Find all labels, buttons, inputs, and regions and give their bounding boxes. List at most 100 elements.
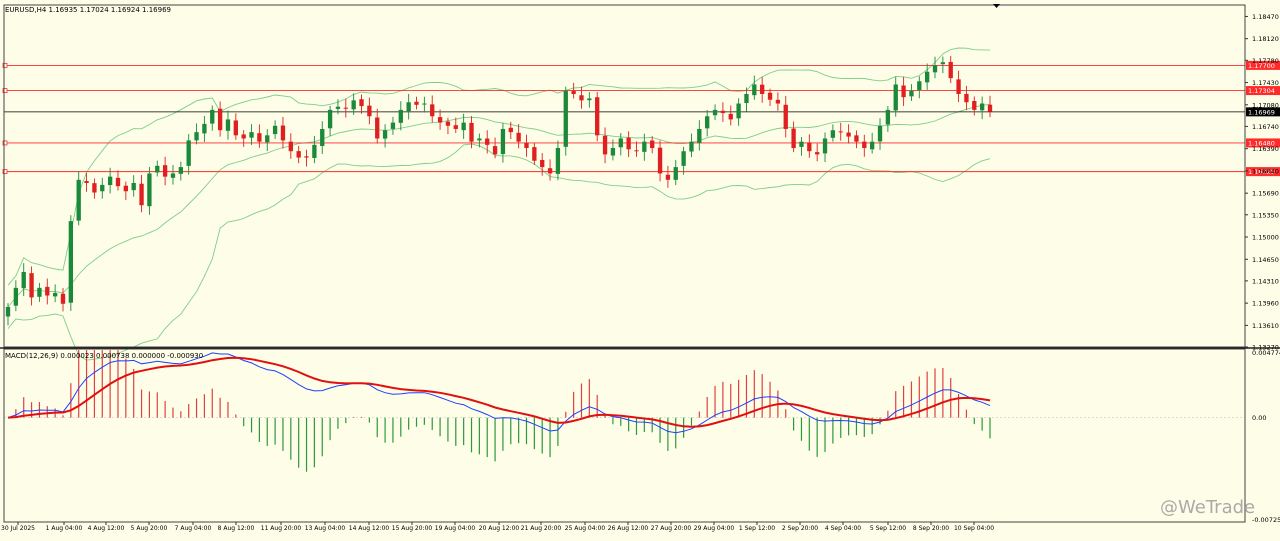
candle-body [225,119,231,131]
y-tick-label: 1.17780 [1252,57,1279,65]
x-tick-label: 1 Sep 12:00 [739,525,775,532]
candle-body [705,116,710,129]
candle-body [461,122,466,131]
candle-body [37,287,42,297]
candle-body [327,109,333,129]
macd-pane [4,350,1245,472]
candle-body [194,132,199,141]
y-tick-label: 1.14650 [1252,256,1279,264]
candle-body [469,122,474,142]
candle-body [532,147,537,161]
candle-body [343,107,348,109]
candle-body [272,125,278,135]
candle-body [249,132,254,138]
macd-pane-frame [3,348,1246,523]
x-tick-label: 8 Aug 12:00 [218,525,255,532]
candle-body [775,99,781,104]
x-tick-label: 14 Aug 12:00 [349,525,390,532]
candle-body [398,109,403,123]
level-anchor-marker [2,62,8,68]
candle-body [610,148,616,156]
candle-body [155,165,160,173]
candle-body [437,117,443,123]
x-tick-label: 4 Aug 12:00 [88,525,125,532]
x-tick-label: 11 Aug 20:00 [261,525,302,532]
candle-body [100,184,105,192]
level-price-label: 1.16480 [1248,139,1275,147]
candle-body [92,183,97,193]
candle-body [665,174,671,180]
candle-body [430,104,435,117]
candle-body [854,135,859,142]
candle-body [948,61,953,79]
candle-body [492,146,498,155]
candle-body [414,101,419,105]
candle-body [712,109,718,116]
candle-body [516,132,521,142]
candle-body [909,90,914,97]
current-price-tag [1246,107,1280,117]
y-tick-label: 1.16040 [1252,167,1279,175]
y-tick-label: 1.13960 [1252,300,1279,308]
candle-body [987,104,993,112]
candle-body [838,131,843,133]
macd-main-line [7,352,991,434]
candle-body [485,138,490,145]
x-tick-label: 5 Aug 20:00 [131,525,168,532]
x-tick-label: 30 Jul 2025 [1,525,35,532]
x-tick-label: 8 Sep 20:00 [913,525,949,532]
candle-body [634,150,639,152]
x-tick-label: 1 Aug 04:00 [46,525,83,532]
candle-body [618,138,623,148]
candle-body [964,93,969,103]
candle-body [217,108,223,131]
candle-body [587,98,592,101]
shift-marker-icon[interactable] [993,4,1000,8]
candle-body [13,287,19,306]
level-price-tag [1246,60,1280,70]
candle-body [60,293,66,304]
watermark: @WeTrade [1160,497,1255,518]
candle-body [799,141,804,147]
candle-body [595,97,600,136]
candle-body [736,103,741,119]
candle-body [760,84,765,94]
candle-body [807,142,812,152]
candle-body [893,84,898,111]
candle-body [45,286,50,296]
candle-body [540,159,545,168]
candle-body [673,167,678,180]
candle-body [689,141,694,152]
candle-body [862,141,867,149]
y-tick-label: 1.16390 [1252,145,1279,153]
candle-body [186,140,191,166]
candle-body [563,90,568,147]
candle-body [312,144,317,158]
x-tick-label: 13 Aug 04:00 [305,525,346,532]
x-tick-label: 21 Aug 20:00 [521,525,562,532]
x-tick-label: 20 Aug 12:00 [479,525,520,532]
candle-body [52,292,58,297]
candle-body [728,113,733,120]
candle-body [579,95,584,101]
candle-body [901,85,906,98]
candle-body [752,84,757,96]
candle-body [783,104,788,129]
candle-body [571,90,576,94]
y-tick-label: 1.17080 [1252,101,1279,109]
candle-body [162,165,168,177]
candle-body [422,103,427,105]
candle-body [917,81,922,90]
macd-y-tick-label: 0.00 [1252,414,1266,422]
candle-body [76,179,81,221]
x-tick-label: 5 Sep 12:00 [870,525,906,532]
candle-body [233,120,238,136]
candle-body [602,135,608,155]
candle-body [657,147,663,174]
candle-body [744,93,749,104]
candle-body [139,183,144,206]
bollinger-middle-band [7,103,991,308]
candle-body [681,151,686,166]
